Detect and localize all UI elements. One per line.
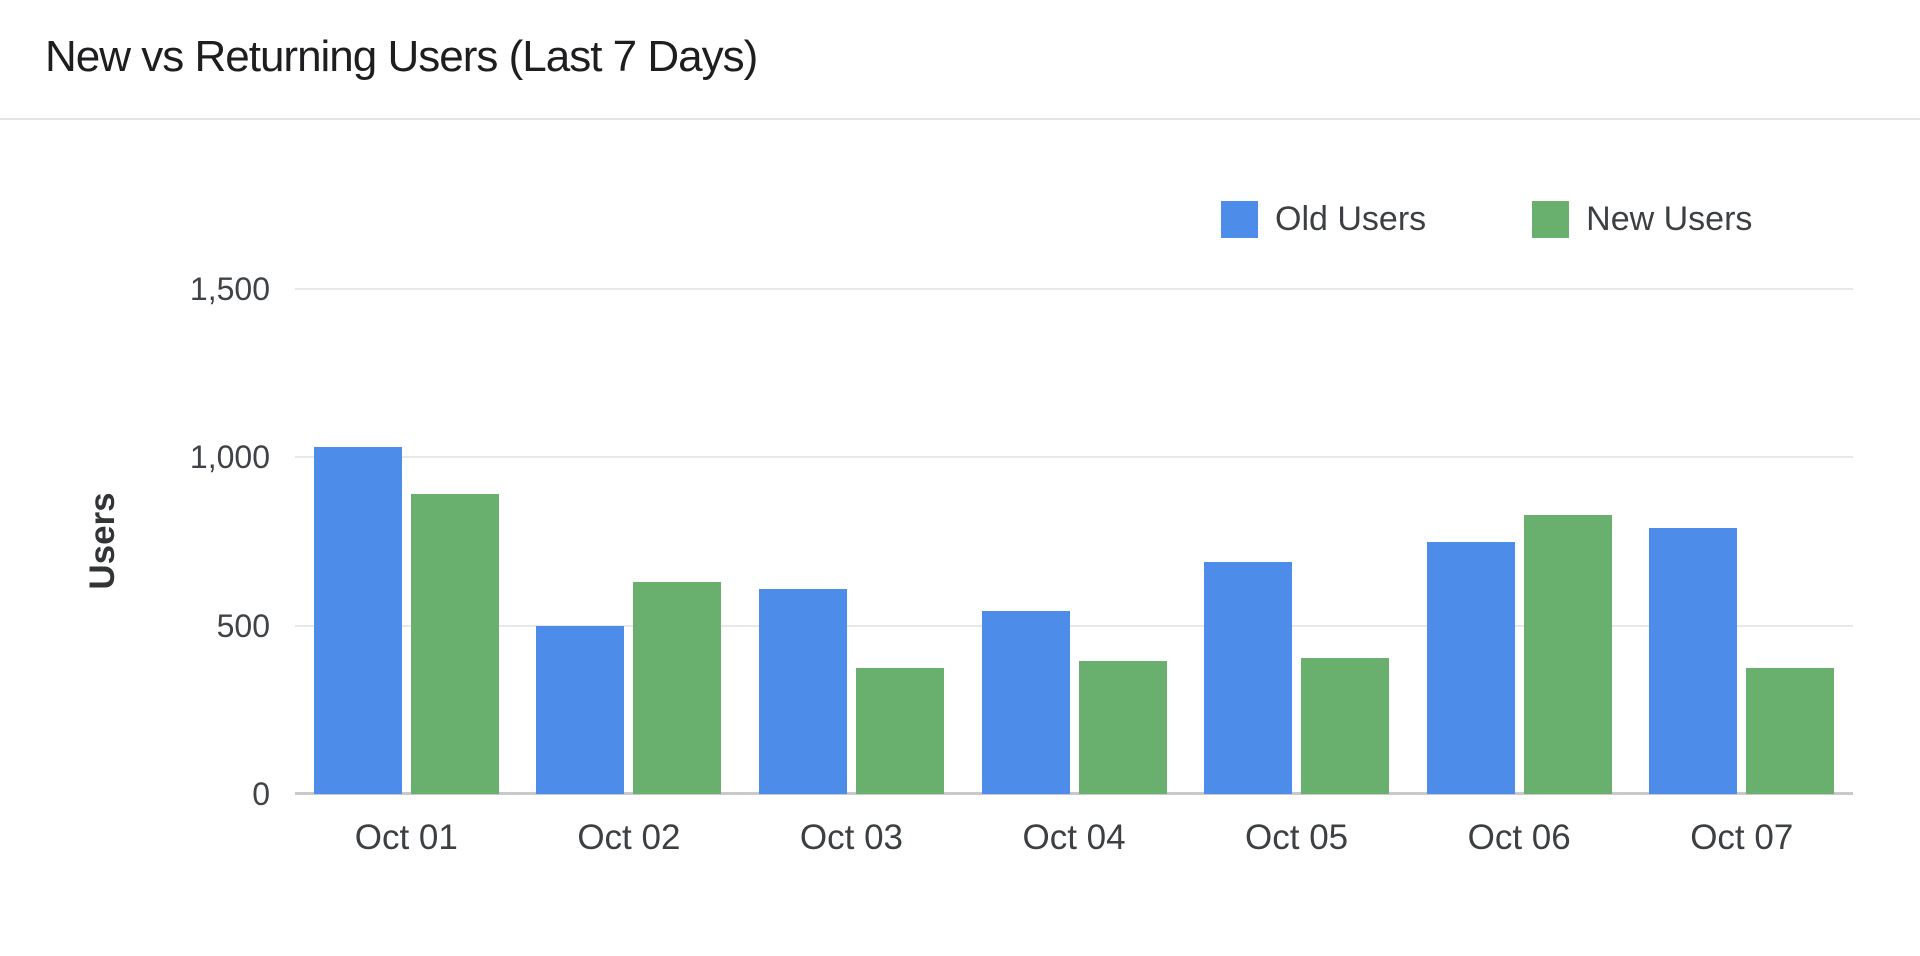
- bar-group-oct-01: [295, 289, 518, 794]
- legend-label: Old Users: [1275, 199, 1427, 238]
- bar-old-users-oct-01[interactable]: [313, 447, 402, 794]
- x-tick-label: Oct 07: [1690, 818, 1794, 857]
- bar-new-users-oct-03[interactable]: [855, 667, 944, 794]
- bar-new-users-oct-06[interactable]: [1523, 514, 1612, 794]
- x-axis-baseline: [295, 792, 1853, 795]
- bar-group-oct-02: [518, 289, 741, 794]
- plot-area: [295, 288, 1853, 795]
- x-tick-label: Oct 04: [1022, 818, 1126, 857]
- x-tick-label: Oct 01: [354, 818, 458, 857]
- bar-new-users-oct-07[interactable]: [1746, 667, 1835, 794]
- chart-legend: Old Users New Users: [1221, 199, 1752, 239]
- bar-new-users-oct-01[interactable]: [410, 494, 499, 794]
- bar-group-oct-03: [740, 289, 963, 794]
- bar-group-oct-06: [1408, 289, 1631, 794]
- bar-group-oct-05: [1185, 289, 1408, 794]
- legend-label: New Users: [1586, 199, 1753, 238]
- bar-old-users-oct-05[interactable]: [1204, 561, 1293, 794]
- x-axis-tick-labels: Oct 01 Oct 02 Oct 03 Oct 04 Oct 05 Oct 06 Oct …: [295, 818, 1853, 858]
- bar-old-users-oct-03[interactable]: [758, 588, 847, 794]
- y-tick-label: 1,000: [189, 439, 270, 476]
- legend-item-new-users[interactable]: New Users: [1532, 200, 1752, 239]
- legend-swatch-icon: [1221, 200, 1258, 238]
- x-tick-label: Oct 05: [1245, 818, 1349, 857]
- chart-title: New vs Returning Users (Last 7 Days): [45, 32, 758, 81]
- x-tick-label: Oct 02: [577, 818, 681, 857]
- legend-item-old-users[interactable]: Old Users: [1221, 200, 1426, 239]
- y-gridline-500: [295, 624, 1853, 627]
- bar-old-users-oct-06[interactable]: [1426, 541, 1515, 794]
- y-gridline-1000: [295, 456, 1853, 459]
- x-tick-label: Oct 06: [1467, 818, 1571, 857]
- bar-groups: [295, 289, 1853, 794]
- bar-old-users-oct-04[interactable]: [981, 610, 1070, 794]
- bar-group-oct-04: [963, 289, 1186, 794]
- bar-new-users-oct-02[interactable]: [633, 581, 722, 794]
- y-tick-label: 500: [216, 607, 270, 644]
- y-gridline-1500: [295, 288, 1853, 290]
- legend-swatch-icon: [1532, 200, 1570, 238]
- x-tick-label: Oct 03: [799, 818, 903, 857]
- bar-old-users-oct-02[interactable]: [536, 625, 625, 794]
- bar-new-users-oct-04[interactable]: [1078, 661, 1167, 794]
- bar-new-users-oct-05[interactable]: [1301, 657, 1390, 794]
- y-axis-tick-labels: 0 500 1,000 1,500: [0, 273, 270, 810]
- bar-old-users-oct-07[interactable]: [1649, 528, 1738, 794]
- header-divider: [0, 118, 1920, 120]
- y-tick-label: 0: [252, 776, 270, 812]
- bar-group-oct-07: [1630, 289, 1853, 794]
- y-tick-label: 1,500: [189, 271, 270, 307]
